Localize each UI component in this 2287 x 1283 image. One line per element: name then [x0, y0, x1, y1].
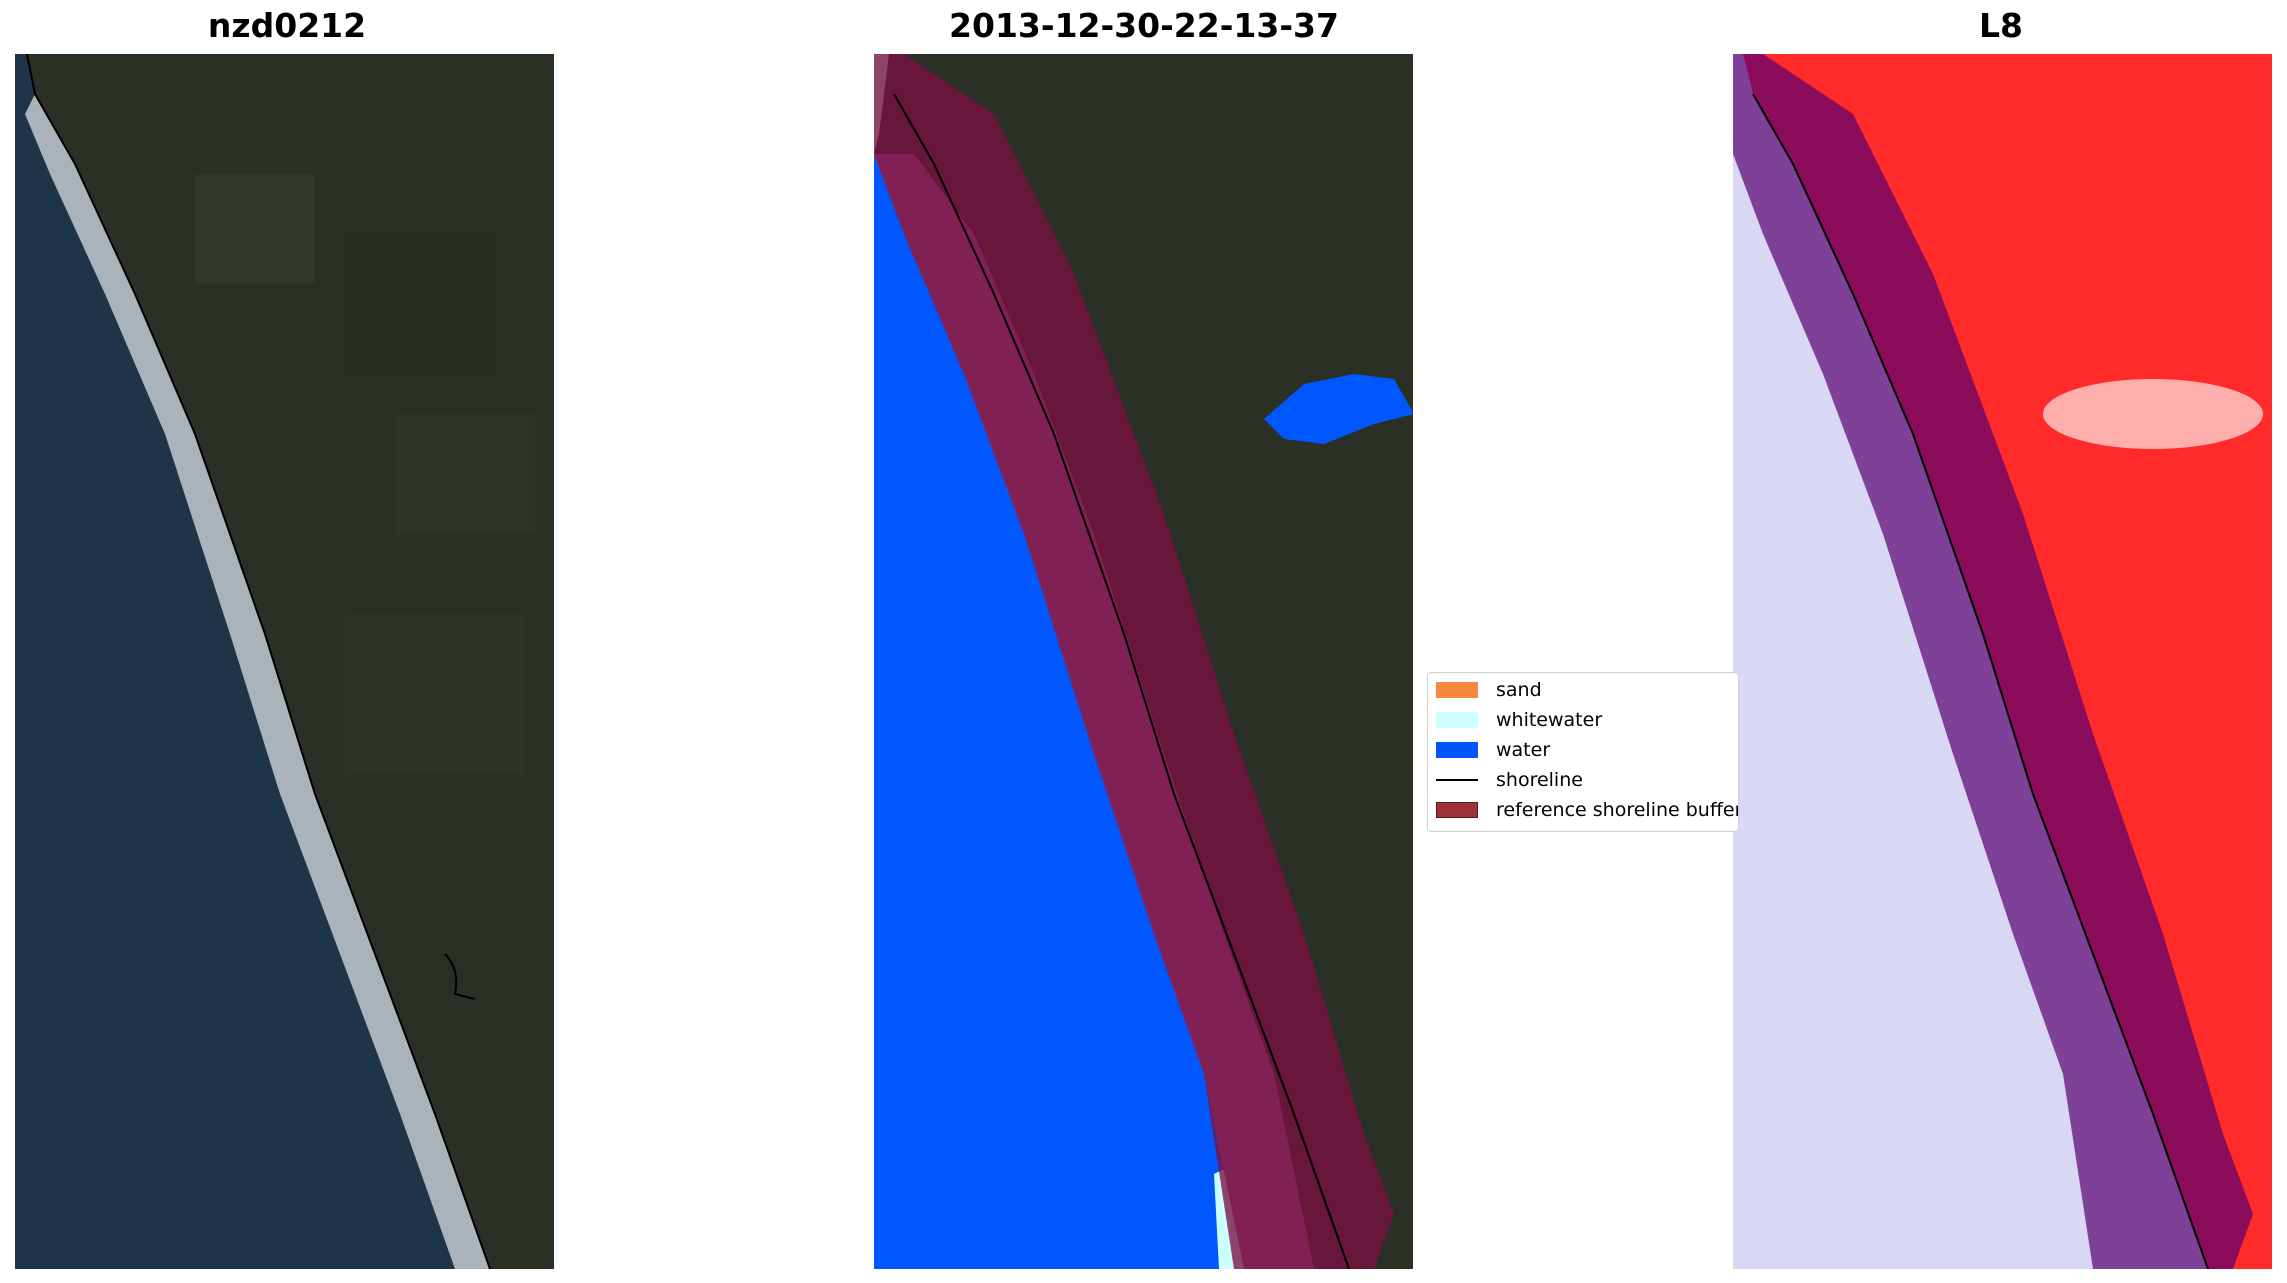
inland-water	[1264, 374, 1413, 444]
field-patch	[395, 414, 535, 534]
legend-swatch-sand	[1436, 682, 1478, 698]
field-patch	[345, 614, 525, 774]
legend-swatch-whitewater	[1436, 712, 1478, 728]
index-image	[1733, 54, 2272, 1269]
legend-label-whitewater: whitewater	[1496, 709, 1603, 731]
index-highlight	[2043, 379, 2263, 449]
legend-swatch-reference-buffer	[1436, 802, 1478, 818]
legend-label-reference-buffer: reference shoreline buffer	[1496, 799, 1739, 821]
reference-shoreline-buffer	[1733, 54, 2253, 1269]
classified-water	[874, 154, 1244, 1269]
legend-item-water: water	[1436, 737, 1550, 763]
legend: sand whitewater water shoreline referenc…	[1427, 672, 1739, 832]
legend-item-sand: sand	[1436, 677, 1542, 703]
field-patch	[195, 174, 315, 284]
shoreline	[893, 93, 1350, 1269]
legend-label-sand: sand	[1496, 679, 1542, 701]
shoreline	[1752, 93, 2209, 1269]
panel-title-index: L8	[1979, 6, 2023, 45]
legend-swatch-water	[1436, 742, 1478, 758]
surf-zone	[25, 94, 490, 1269]
shoreline	[26, 54, 491, 1269]
panel-title-classified: 2013-12-30-22-13-37	[949, 6, 1339, 45]
legend-item-reference-buffer: reference shoreline buffer	[1436, 797, 1739, 823]
field-patch	[345, 234, 495, 374]
legend-line-shoreline	[1436, 779, 1478, 781]
panel-title-rgb: nzd0212	[207, 6, 367, 45]
legend-item-shoreline: shoreline	[1436, 767, 1583, 793]
legend-item-whitewater: whitewater	[1436, 707, 1602, 733]
rgb-satellite-image	[15, 54, 554, 1269]
legend-label-shoreline: shoreline	[1496, 769, 1583, 791]
reference-shoreline-buffer	[874, 54, 1394, 1269]
index-image-canvas	[1733, 54, 2272, 1269]
legend-label-water: water	[1496, 739, 1551, 761]
rgb-image-canvas	[15, 54, 554, 1269]
classified-image	[874, 54, 1413, 1269]
shoreline-inlet	[444, 953, 476, 1000]
classified-image-canvas	[874, 54, 1413, 1269]
